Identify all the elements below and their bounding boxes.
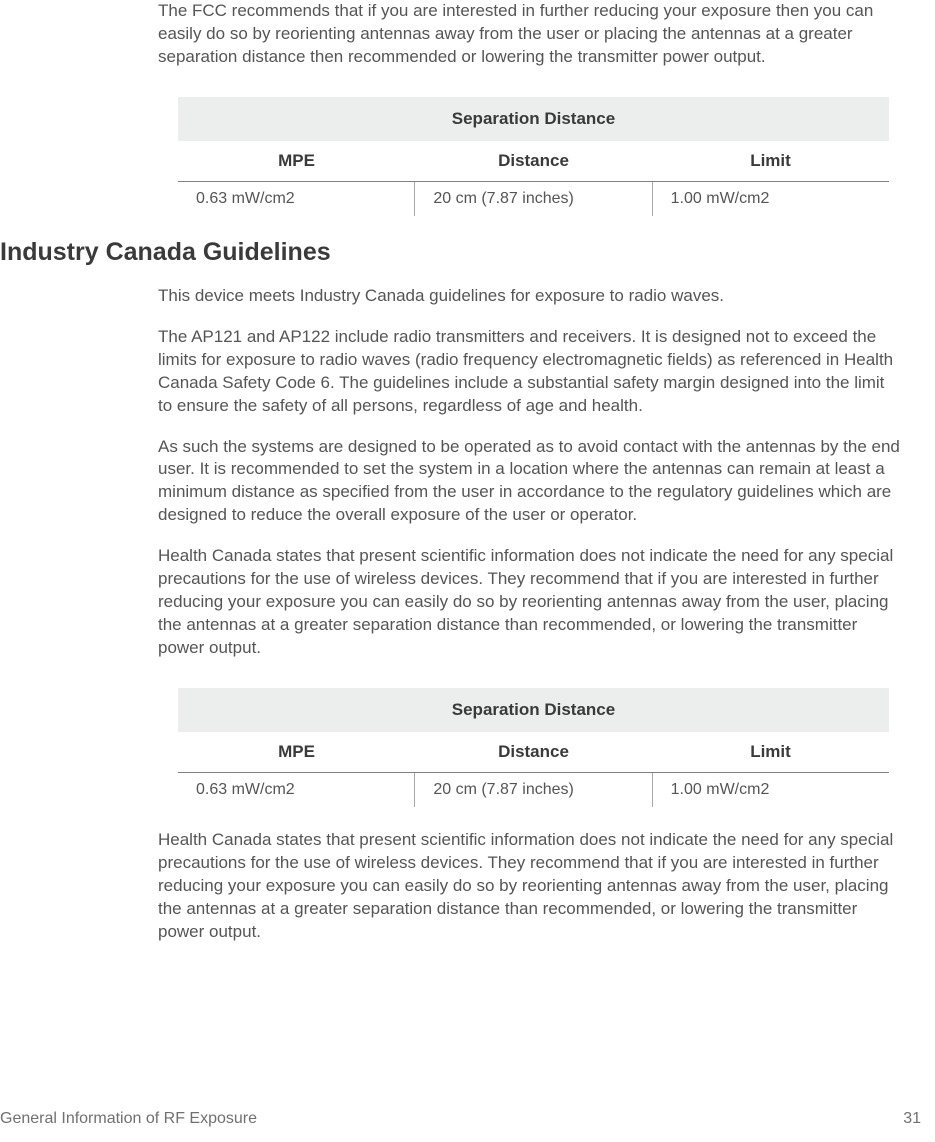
- table1-cell-distance: 20 cm (7.87 inches): [415, 182, 652, 216]
- table1-header-row: MPE Distance Limit: [178, 141, 889, 182]
- separation-distance-table-2: Separation Distance MPE Distance Limit 0…: [178, 688, 889, 807]
- document-page: The FCC recommends that if you are inter…: [0, 0, 935, 1142]
- table1-caption: Separation Distance: [178, 97, 889, 141]
- table2-col-mpe: MPE: [178, 732, 415, 772]
- table2-caption: Separation Distance: [178, 688, 889, 732]
- separation-distance-table-1: Separation Distance MPE Distance Limit 0…: [178, 97, 889, 216]
- table1-col-limit: Limit: [652, 141, 889, 181]
- table1-cell-limit: 1.00 mW/cm2: [653, 182, 889, 216]
- closing-block: Health Canada states that present scient…: [158, 829, 901, 944]
- table1-data-row: 0.63 mW/cm2 20 cm (7.87 inches) 1.00 mW/…: [178, 182, 889, 216]
- table1-cell-mpe: 0.63 mW/cm2: [178, 182, 415, 216]
- table2-cell-mpe: 0.63 mW/cm2: [178, 773, 415, 807]
- intro-paragraph: The FCC recommends that if you are inter…: [158, 0, 901, 69]
- intro-block: The FCC recommends that if you are inter…: [158, 0, 901, 69]
- table2-col-distance: Distance: [415, 732, 652, 772]
- section-heading-industry-canada: Industry Canada Guidelines: [0, 238, 919, 267]
- table2-col-limit: Limit: [652, 732, 889, 772]
- table2-data-row: 0.63 mW/cm2 20 cm (7.87 inches) 1.00 mW/…: [178, 773, 889, 807]
- footer-page-number: 31: [903, 1110, 921, 1128]
- ic-paragraph-1: This device meets Industry Canada guidel…: [158, 285, 901, 308]
- ic-paragraph-4: Health Canada states that present scient…: [158, 545, 901, 660]
- ic-paragraph-5: Health Canada states that present scient…: [158, 829, 901, 944]
- table2-cell-limit: 1.00 mW/cm2: [653, 773, 889, 807]
- table2-header-row: MPE Distance Limit: [178, 732, 889, 773]
- ic-paragraph-3: As such the systems are designed to be o…: [158, 436, 901, 528]
- ic-paragraph-2: The AP121 and AP122 include radio transm…: [158, 326, 901, 418]
- table1-col-distance: Distance: [415, 141, 652, 181]
- footer-section-title: General Information of RF Exposure: [0, 1110, 257, 1128]
- industry-canada-block: This device meets Industry Canada guidel…: [158, 285, 901, 660]
- table1-col-mpe: MPE: [178, 141, 415, 181]
- page-footer: General Information of RF Exposure 31: [0, 1110, 921, 1128]
- table2-cell-distance: 20 cm (7.87 inches): [415, 773, 652, 807]
